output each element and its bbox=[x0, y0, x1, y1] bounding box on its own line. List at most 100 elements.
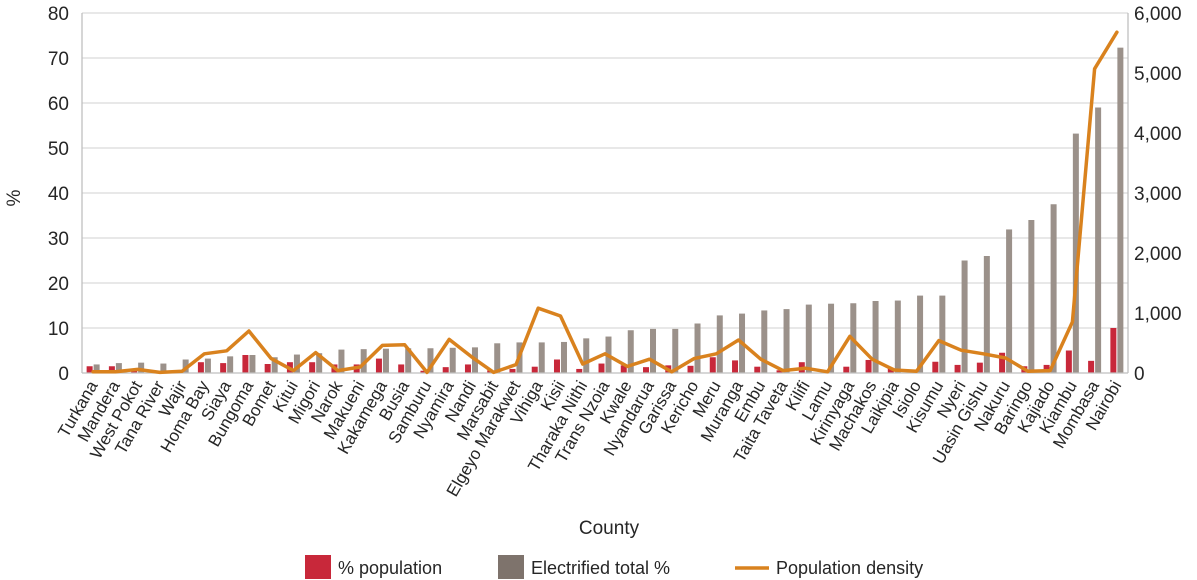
legend-swatch-electrified bbox=[498, 555, 524, 579]
axes bbox=[81, 13, 1129, 374]
bar-electrified bbox=[338, 349, 345, 373]
bar-electrified bbox=[1072, 133, 1079, 373]
bar-population bbox=[242, 355, 249, 373]
bar-electrified bbox=[160, 363, 167, 373]
bar-electrified bbox=[672, 328, 679, 373]
y-tick-label: 80 bbox=[48, 4, 69, 25]
bar-population bbox=[776, 370, 783, 373]
bar-electrified bbox=[293, 354, 300, 373]
bar-population bbox=[375, 358, 382, 373]
bar-electrified bbox=[828, 303, 835, 373]
bar-population bbox=[843, 366, 850, 373]
bar-population bbox=[1088, 360, 1095, 373]
y-tick-label: 0 bbox=[58, 364, 69, 385]
bar-population bbox=[197, 362, 204, 373]
bar-electrified bbox=[761, 310, 768, 373]
bar-population bbox=[643, 367, 650, 373]
y-tick-label: 30 bbox=[48, 229, 69, 250]
bar-electrified bbox=[894, 300, 901, 373]
bar-electrified bbox=[650, 328, 657, 373]
bar-electrified bbox=[783, 309, 790, 373]
bar-electrified bbox=[1050, 204, 1057, 373]
bar-electrified bbox=[583, 338, 590, 373]
bar-electrified bbox=[716, 315, 723, 373]
bar-population bbox=[108, 366, 115, 373]
bar-population bbox=[999, 352, 1006, 373]
bar-population bbox=[754, 366, 761, 373]
bar-electrified bbox=[961, 260, 968, 373]
bar-population bbox=[420, 370, 427, 373]
bar-electrified bbox=[694, 323, 701, 373]
bar-population bbox=[509, 368, 516, 373]
bar-electrified bbox=[93, 364, 100, 373]
y2-tick-label: 4,000 bbox=[1134, 124, 1182, 145]
bar-electrified bbox=[560, 341, 567, 373]
y2-tick-label: 0 bbox=[1134, 364, 1145, 385]
legend-label-density: Population density bbox=[776, 558, 923, 578]
y-tick-label: 20 bbox=[48, 274, 69, 295]
bar-electrified bbox=[939, 295, 946, 373]
bar-population bbox=[553, 359, 560, 373]
y-tick-label: 50 bbox=[48, 139, 69, 160]
bar-electrified bbox=[249, 355, 256, 373]
bar-population bbox=[620, 365, 627, 373]
bar-population bbox=[1065, 350, 1072, 373]
bar-electrified bbox=[204, 358, 211, 373]
bar-population bbox=[309, 362, 316, 373]
legend-label-electrified: Electrified total % bbox=[531, 558, 670, 578]
x-axis-label: County bbox=[579, 518, 640, 539]
bar-population bbox=[398, 364, 405, 373]
bar-electrified bbox=[627, 330, 634, 373]
y-tick-label: 40 bbox=[48, 184, 69, 205]
bar-electrified bbox=[1006, 229, 1013, 373]
y-tick-label: 10 bbox=[48, 319, 69, 340]
legend-label-population: % population bbox=[338, 558, 442, 578]
bar-electrified bbox=[1028, 220, 1035, 373]
bar-population bbox=[976, 362, 983, 373]
bars bbox=[86, 47, 1124, 374]
bar-population bbox=[954, 364, 961, 373]
bar-population bbox=[865, 359, 872, 373]
legend-swatch-population bbox=[305, 555, 331, 579]
legend: % population Electrified total % Populat… bbox=[305, 555, 923, 579]
y2-tick-label: 3,000 bbox=[1134, 184, 1182, 205]
bar-electrified bbox=[538, 342, 545, 373]
bar-population bbox=[576, 368, 583, 373]
bar-electrified bbox=[115, 363, 122, 373]
bar-population bbox=[687, 365, 694, 373]
bar-electrified bbox=[872, 301, 879, 373]
bar-population bbox=[1110, 328, 1117, 373]
bar-population bbox=[709, 357, 716, 373]
bar-electrified bbox=[227, 356, 234, 373]
bar-electrified bbox=[1095, 107, 1102, 373]
line-layer bbox=[91, 30, 1119, 375]
bar-population bbox=[531, 366, 538, 373]
bar-electrified bbox=[405, 348, 412, 373]
bar-population bbox=[86, 366, 93, 373]
bar-electrified bbox=[1117, 47, 1124, 374]
bar-population bbox=[264, 364, 271, 373]
bar-population bbox=[220, 363, 227, 373]
y2-tick-label: 1,000 bbox=[1134, 304, 1182, 325]
bar-population bbox=[932, 361, 939, 373]
y-tick-label: 70 bbox=[48, 49, 69, 70]
bar-electrified bbox=[427, 348, 434, 373]
bar-population bbox=[732, 360, 739, 373]
bar-electrified bbox=[805, 304, 812, 373]
gridlines bbox=[82, 12, 1128, 329]
bar-electrified bbox=[138, 362, 145, 373]
bar-population bbox=[887, 368, 894, 373]
bar-electrified bbox=[983, 256, 990, 373]
bar-electrified bbox=[494, 343, 501, 373]
bar-electrified bbox=[917, 295, 924, 373]
population-density-line bbox=[91, 30, 1119, 375]
bar-population bbox=[442, 367, 449, 373]
y-axis-label: % bbox=[4, 189, 25, 206]
y-tick-label: 60 bbox=[48, 94, 69, 115]
y2-tick-label: 2,000 bbox=[1134, 244, 1182, 265]
y2-tick-labels: 0 1,000 2,000 3,000 4,000 5,000 6,000 bbox=[1134, 4, 1182, 385]
bar-electrified bbox=[360, 349, 367, 373]
y2-tick-label: 5,000 bbox=[1134, 64, 1182, 85]
